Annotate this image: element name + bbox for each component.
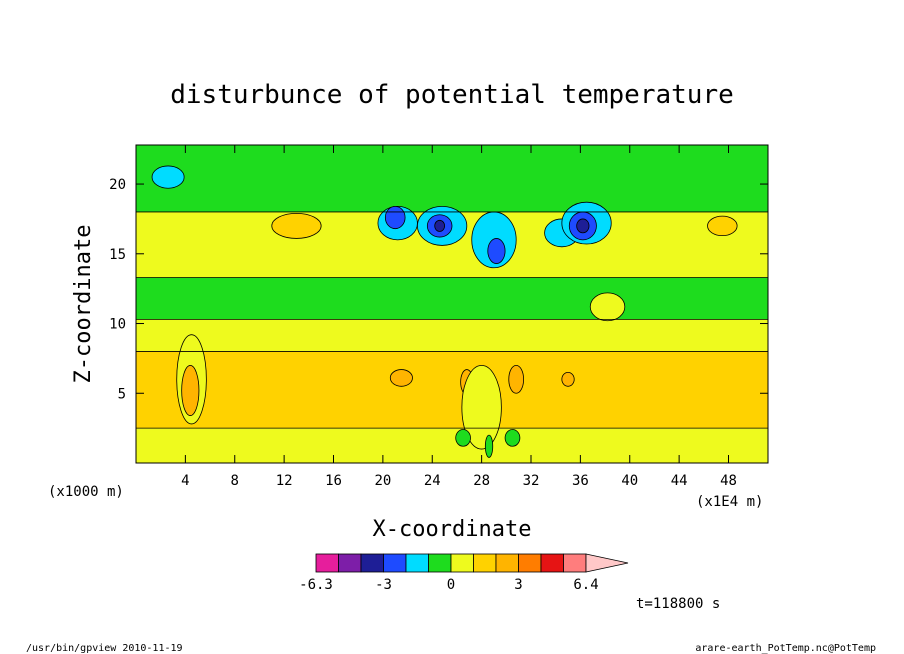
contour-cell-19 [508, 364, 524, 394]
y-axis-ticks: 5 10 15 20 [109, 177, 768, 402]
time-label: t=118800 s [636, 596, 720, 612]
contour-band-3 [136, 277, 768, 320]
x-tick-label: 16 [325, 473, 342, 489]
x-tick-label: 20 [374, 473, 391, 489]
contour-cell-1 [271, 212, 322, 239]
x-tick-label: 44 [671, 473, 688, 489]
colorbar-tick-label: 6.4 [573, 577, 598, 593]
contour-lines [136, 211, 768, 429]
y-axis-title: Z-coordinate [71, 225, 96, 384]
colorbar-swatch-1 [338, 553, 362, 573]
y-tick-label: 15 [109, 247, 126, 263]
colorbar-swatch-3 [383, 553, 407, 573]
y-tick-label: 20 [109, 177, 126, 193]
plot-frame [135, 144, 769, 464]
y-tick-label: 5 [118, 386, 126, 402]
contour-bands [136, 145, 768, 463]
footer-right: arare-earth_PotTemp.nc@PotTemp [695, 643, 876, 654]
x-axis-title: X-coordinate [373, 517, 532, 542]
contour-cell-23 [504, 429, 521, 447]
colorbar-extend-arrow [585, 553, 629, 573]
colorbar-swatch-6 [450, 553, 474, 573]
x-tick-label: 12 [276, 473, 293, 489]
colorbar-swatch-7 [473, 553, 497, 573]
y-unit-label: (x1000 m) [48, 484, 124, 500]
x-tick-label: 48 [720, 473, 737, 489]
colorbar-swatch-5 [428, 553, 452, 573]
contour-cell-3 [384, 205, 406, 230]
x-tick-label: 8 [231, 473, 239, 489]
x-unit-label: (x1E4 m) [696, 494, 763, 510]
contour-band-1 [136, 351, 768, 429]
colorbar [315, 553, 629, 573]
contour-cell-14 [589, 292, 626, 322]
colorbar-tick-label: -6.3 [299, 577, 333, 593]
contour-cell-13 [707, 215, 738, 237]
colorbar-swatch-11 [563, 553, 587, 573]
contour-cell-12 [576, 218, 590, 234]
contour-band-2 [136, 319, 768, 352]
colorbar-swatch-2 [360, 553, 384, 573]
colorbar-swatch-9 [518, 553, 542, 573]
footer-left: /usr/bin/gpview 2010-11-19 [26, 643, 183, 654]
x-tick-label: 32 [523, 473, 540, 489]
contour-band-5 [136, 145, 768, 212]
contour-cell-17 [389, 369, 413, 387]
contour-cell-24 [484, 434, 494, 458]
x-tick-label: 40 [621, 473, 638, 489]
contour-cell-6 [434, 219, 445, 232]
colorbar-tick-label: 3 [514, 577, 522, 593]
colorbar-tick-label: -3 [375, 577, 392, 593]
contour-band-0 [136, 428, 768, 463]
x-tick-label: 24 [424, 473, 441, 489]
x-tick-label: 36 [572, 473, 589, 489]
contour-cell-16 [181, 364, 200, 416]
contour-cell-8 [487, 238, 506, 264]
contour-cell-0 [151, 165, 185, 189]
x-axis-ticks: 4 8 12 16 20 24 28 32 36 40 44 48 [181, 145, 737, 489]
y-tick-label: 10 [109, 317, 126, 333]
colorbar-swatch-8 [495, 553, 519, 573]
chart-title: disturbunce of potential temperature [170, 80, 734, 110]
colorbar-swatch-0 [315, 553, 339, 573]
colorbar-swatch-4 [405, 553, 429, 573]
plot-area [136, 145, 768, 463]
x-tick-label: 4 [181, 473, 189, 489]
colorbar-tick-labels: -6.3 -3 0 3 6.4 [299, 577, 599, 593]
contour-cell-20 [561, 371, 575, 387]
colorbar-tick-label: 0 [447, 577, 455, 593]
contour-cell-22 [455, 429, 471, 447]
x-tick-label: 28 [473, 473, 490, 489]
colorbar-swatch-10 [540, 553, 564, 573]
